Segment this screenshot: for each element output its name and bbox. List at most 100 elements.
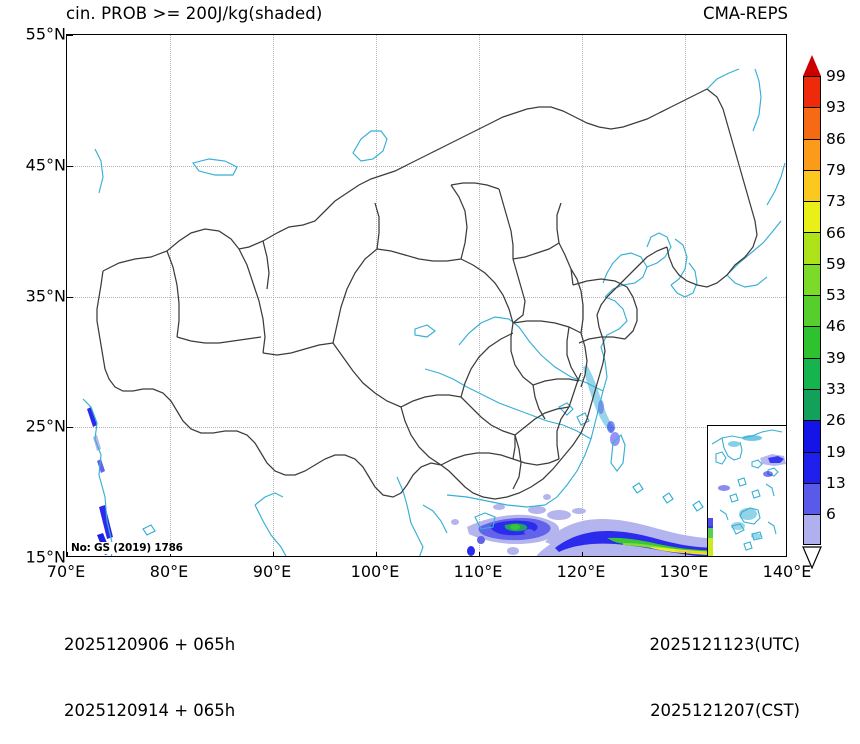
tick-lon-110 <box>479 552 480 556</box>
colorbar-tick-label: 59 <box>826 254 846 273</box>
footer-valid-time-utc: 2025121123(UTC) <box>649 635 800 654</box>
shading-cell <box>528 506 546 514</box>
xtick-label-130: 130°E <box>659 562 709 581</box>
colorbar-band <box>803 482 821 515</box>
national-border-layer <box>96 88 758 500</box>
colorbar-tick-label: 93 <box>826 98 846 117</box>
ytick-label-55: 55°N <box>25 24 66 44</box>
south-china-sea-inset <box>707 425 786 556</box>
colorbar-band <box>803 232 821 264</box>
shading-cell <box>510 524 520 530</box>
shading-cell <box>524 529 534 535</box>
footer-init-time-utc: 2025120906 + 065h <box>64 635 236 654</box>
map-geography <box>82 68 786 556</box>
shading-cell <box>610 432 620 446</box>
colorbar-tick-label: 26 <box>826 411 846 430</box>
gridline-lon-110 <box>479 35 480 556</box>
tick-lat-35 <box>67 296 73 298</box>
shading-cell <box>467 546 475 556</box>
footer-init-time-cst: 2025120914 + 065h <box>64 701 236 720</box>
tick-lat-45 <box>67 165 73 167</box>
tick-lon-80 <box>170 552 171 556</box>
map-plot-area: No: GS (2019) 1786 <box>66 34 787 557</box>
colorbar-band <box>803 263 821 296</box>
page-title: cin. PROB >= 200J/kg(shaded) <box>66 4 323 23</box>
shading-cell <box>547 510 571 520</box>
footer-right: 2025121123(UTC) 2025121207(CST) <box>649 590 800 744</box>
footer-valid-time-cst: 2025121207(CST) <box>650 701 800 720</box>
tick-lon-70 <box>67 552 68 556</box>
colorbar-tick-label: 6 <box>826 505 836 524</box>
shading-cell <box>572 508 586 514</box>
gridline-lat-45 <box>67 165 786 167</box>
colorbar-tick-label: 79 <box>826 160 846 179</box>
colorbar-band <box>803 107 821 139</box>
inset-shading <box>708 435 786 556</box>
colorbar-band <box>803 420 821 452</box>
shading-cell <box>97 459 105 473</box>
gridline-lat-25 <box>67 427 786 429</box>
colorbar-tick-label: 33 <box>826 380 846 398</box>
shading-cell <box>507 547 519 555</box>
colorbar-tick-label: 99 <box>826 67 846 85</box>
tick-lon-120 <box>582 552 583 556</box>
footer-left: 2025120906 + 065h 2025120914 + 065h <box>64 590 235 744</box>
colorbar-band <box>803 169 821 202</box>
shading-cell <box>583 365 615 433</box>
colorbar-tick-label: 53 <box>826 286 846 305</box>
coastline-layer <box>82 68 786 556</box>
ytick-label-35: 35°N <box>25 286 66 305</box>
tick-lat-55 <box>67 35 73 36</box>
map-approval-number: No: GS (2019) 1786 <box>70 542 184 554</box>
xtick-label-140: 140°E <box>762 562 812 581</box>
xtick-label-100: 100°E <box>350 562 400 581</box>
xtick-label-120: 120°E <box>556 562 606 581</box>
gridline-lon-120 <box>582 35 583 556</box>
gridline-lon-100 <box>376 35 377 556</box>
colorbar-over-arrow <box>803 55 821 76</box>
ytick-label-45: 45°N <box>25 155 66 175</box>
map-canvas: No: GS (2019) 1786 <box>67 35 786 556</box>
shading-cell <box>87 407 97 427</box>
colorbar-band <box>803 138 821 170</box>
xtick-label-70: 70°E <box>46 562 86 581</box>
south-china-sea-inset-map <box>708 429 786 556</box>
tick-lon-90 <box>273 552 274 556</box>
shading-cell <box>477 536 485 544</box>
tick-lon-130 <box>685 552 686 556</box>
colorbar-band <box>803 514 821 546</box>
colorbar-band <box>803 388 821 421</box>
ytick-label-25: 25°N <box>25 416 66 436</box>
colorbar-tick-label: 86 <box>826 129 846 148</box>
colorbar[interactable] <box>803 76 821 546</box>
gridline-lon-130 <box>685 35 686 556</box>
colorbar-tick-label: 39 <box>826 348 846 367</box>
xtick-label-110: 110°E <box>453 562 503 581</box>
gridline-lon-90 <box>273 35 274 556</box>
colorbar-under-arrow-outline <box>802 545 822 570</box>
ytick-label-15: 15°N <box>25 547 66 567</box>
colorbar-tick-label: 13 <box>826 473 846 492</box>
colorbar-band <box>803 451 821 483</box>
colorbar-band <box>803 295 821 327</box>
colorbar-tick-label: 46 <box>826 317 846 336</box>
tick-lat-15 <box>67 556 73 557</box>
probability-shading <box>87 365 757 556</box>
shading-cell <box>543 494 551 500</box>
shading-cell <box>607 421 615 433</box>
shading-cell <box>623 543 749 556</box>
xtick-label-80: 80°E <box>149 562 189 581</box>
gridline-lon-80 <box>170 35 171 556</box>
gridline-lat-35 <box>67 296 786 298</box>
xtick-label-90: 90°E <box>252 562 292 581</box>
model-label: CMA-REPS <box>703 4 788 23</box>
tick-lat-25 <box>67 427 73 429</box>
colorbar-band <box>803 76 821 108</box>
colorbar-band <box>803 326 821 358</box>
shading-cell <box>493 504 505 510</box>
colorbar-band <box>803 201 821 233</box>
shading-cell <box>451 519 459 525</box>
colorbar-tick-label: 66 <box>826 223 846 242</box>
tick-lon-100 <box>376 552 377 556</box>
colorbar-band <box>803 357 821 389</box>
